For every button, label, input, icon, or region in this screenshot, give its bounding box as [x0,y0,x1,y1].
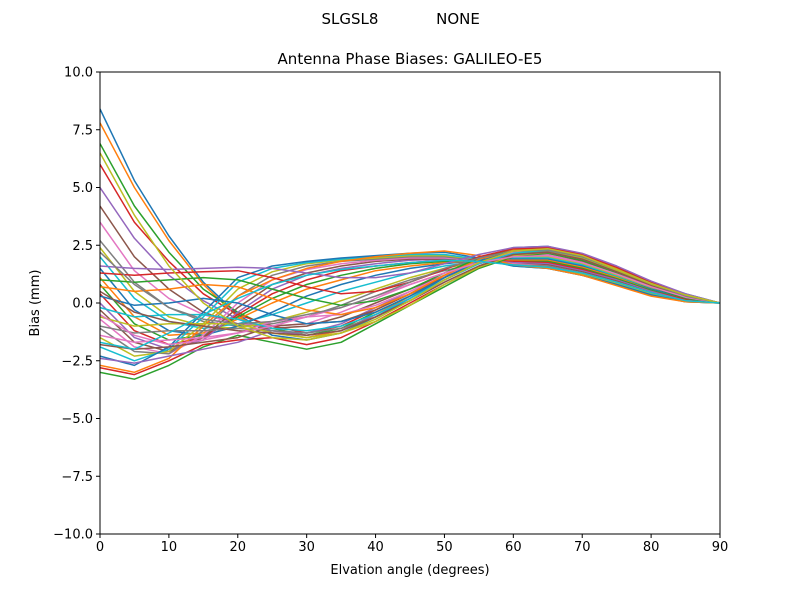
series-line-37 [100,254,720,346]
y-tick-label: 10.0 [64,66,93,81]
series-line-3 [100,143,720,337]
x-tick-label: 20 [230,540,247,555]
x-tick-label: 50 [436,540,453,555]
x-tick-label: 70 [574,540,591,555]
suptitle-left: SLGSL8 [322,10,379,28]
series-line-35 [100,245,720,304]
x-tick-label: 10 [161,540,178,555]
y-tick-label: −2.5 [61,354,93,369]
series-line-29 [100,251,720,339]
series-layer [100,108,720,380]
y-axis-label: Bias (mm) [28,270,43,337]
x-tick-label: 40 [367,540,384,555]
x-axis-label: Elvation angle (degrees) [330,563,489,578]
y-axis: 10.0 7.5 5.0 2.5 0.0 −2.5 −5.0 −7.5 −10.0 [53,66,100,543]
y-tick-label: 5.0 [72,181,93,196]
x-tick-label: 80 [643,540,660,555]
x-axis: 0 10 20 30 40 50 60 70 80 90 [96,534,728,555]
chart-title: Antenna Phase Biases: GALILEO-E5 [278,50,543,68]
y-tick-label: −10.0 [53,528,93,543]
y-tick-label: 7.5 [72,123,93,138]
suptitle-right: NONE [436,10,480,28]
x-tick-label: 90 [712,540,729,555]
y-tick-label: −7.5 [61,470,93,485]
x-tick-label: 60 [505,540,522,555]
series-line-32 [100,246,720,316]
x-tick-label: 30 [298,540,315,555]
series-line-39 [100,152,720,341]
series-line-40 [100,259,720,350]
plot-area: 0 10 20 30 40 50 60 70 80 90 10.0 7.5 5.0 2.5 0.0 −2.5… [53,66,728,556]
x-tick-label: 0 [96,540,104,555]
y-tick-label: −5.0 [61,412,93,427]
y-tick-label: 0.0 [72,297,93,312]
series-line-12 [100,259,720,337]
series-line-4 [100,164,720,334]
y-tick-label: 2.5 [72,239,93,254]
